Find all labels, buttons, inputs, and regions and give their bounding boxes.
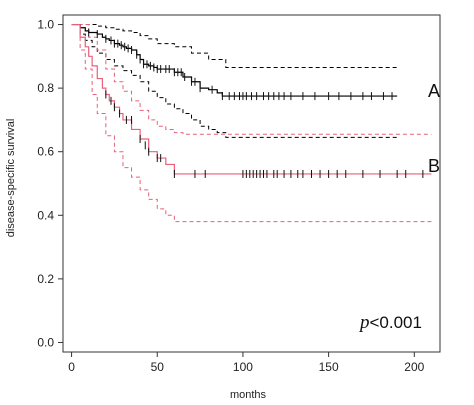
curve-label-a: A	[428, 81, 440, 101]
x-tick-label: 50	[151, 360, 165, 374]
y-tick-label: 0.4	[37, 208, 54, 222]
survival-line-series-a	[71, 23, 398, 97]
curve-label-b: B	[428, 156, 440, 176]
y-tick-label: 0.2	[37, 272, 54, 286]
y-tick-label: 1.0	[37, 18, 54, 32]
ci-upper-series-b	[71, 24, 432, 135]
x-tick-label: 0	[68, 360, 75, 374]
x-tick-label: 200	[404, 360, 424, 374]
y-tick-label: 0.8	[37, 81, 54, 95]
x-axis-title: months	[230, 389, 267, 401]
x-tick-label: 100	[233, 360, 253, 374]
p-value-symbol: p	[358, 312, 370, 333]
p-value-text: <0.001	[370, 313, 422, 332]
censor-marks	[88, 28, 424, 178]
p-value-annotation: p<0.001	[358, 312, 422, 333]
plot-frame	[62, 14, 441, 353]
plot-border	[62, 14, 441, 353]
ci-lower-series-a	[71, 24, 398, 138]
y-tick-label: 0.0	[37, 335, 54, 349]
axis-ticks: 0 50 100 150 200 0.0 0.2 0.4 0.6 0.8 1.0	[37, 18, 424, 374]
confidence-bands	[71, 24, 432, 223]
y-axis-title: disease-specific survival	[5, 119, 17, 238]
y-tick-label: 0.6	[37, 145, 54, 159]
ci-upper-series-a	[71, 24, 398, 68]
x-tick-label: 150	[319, 360, 339, 374]
ci-lower-series-b	[71, 24, 432, 223]
